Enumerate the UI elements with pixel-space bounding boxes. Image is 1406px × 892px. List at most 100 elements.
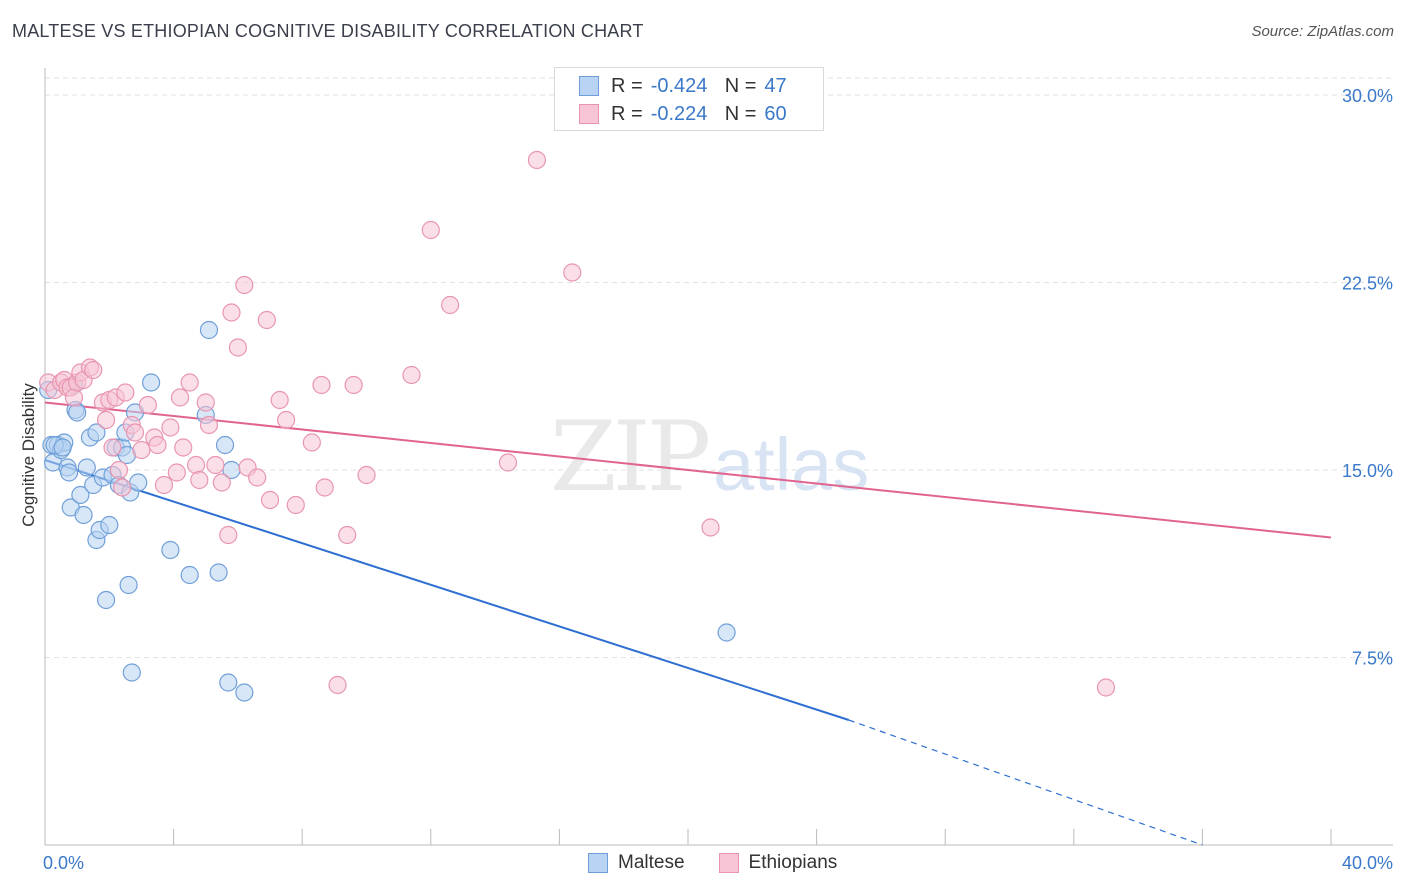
ethiopian-point xyxy=(196,393,215,412)
maltese-point xyxy=(74,505,93,525)
y-axis-label: Cognitive Disability xyxy=(19,383,38,527)
ethiopian-point xyxy=(1096,678,1116,697)
ethiopian-point xyxy=(161,418,180,437)
legend-item-ethiopians[interactable]: Ethiopians xyxy=(718,852,838,874)
y-tick-label: 22.5% xyxy=(1342,274,1393,294)
ethiopian-point xyxy=(338,525,357,545)
maltese-n-value: 47 xyxy=(764,74,787,97)
ethiopian-point xyxy=(103,438,122,457)
maltese-point xyxy=(77,458,96,477)
ethiopian-point xyxy=(96,410,116,430)
ethiopians-n-value: 60 xyxy=(764,102,787,125)
ethiopian-point xyxy=(84,360,103,380)
maltese-point xyxy=(68,403,87,422)
ethiopian-point xyxy=(312,375,331,395)
maltese-point xyxy=(219,673,238,692)
ethiopian-point xyxy=(235,275,254,295)
chart-title: MALTESE VS ETHIOPIAN COGNITIVE DISABILIT… xyxy=(12,21,644,41)
ethiopian-point xyxy=(563,263,582,282)
ethiopian-point xyxy=(498,453,518,472)
ethiopian-point xyxy=(440,295,460,315)
ethiopian-point xyxy=(222,303,241,322)
ethiopian-point xyxy=(64,388,84,407)
maltese-point xyxy=(60,463,79,482)
maltese-point xyxy=(235,683,254,702)
ethiopian-point xyxy=(701,518,720,537)
ethiopian-point xyxy=(328,675,347,695)
ethiopian-point xyxy=(286,495,305,515)
maltese-point xyxy=(96,590,116,610)
ethiopians-legend-label: Ethiopians xyxy=(748,852,838,873)
y-tick-label: 30.0% xyxy=(1342,86,1393,106)
maltese-point xyxy=(180,565,199,585)
series-legend: Maltese Ethiopians xyxy=(588,852,871,874)
maltese-legend-swatch xyxy=(588,853,608,873)
y-tick-label: 15.0% xyxy=(1342,461,1393,481)
source-label: Source: ZipAtlas.com xyxy=(1251,23,1394,40)
n-label: N = xyxy=(724,102,757,125)
maltese-point xyxy=(87,423,106,442)
legend-item-maltese[interactable]: Maltese xyxy=(588,852,685,874)
legend-row-maltese: R = -0.424 N = 47 xyxy=(579,73,787,99)
r-label: R = xyxy=(611,102,643,125)
ethiopian-point xyxy=(206,455,225,475)
ethiopian-point xyxy=(148,435,167,455)
y-tick-label: 7.5% xyxy=(1352,649,1393,669)
ethiopian-trendline xyxy=(44,401,1332,539)
ethiopian-point xyxy=(257,310,276,330)
ethiopian-point xyxy=(212,473,231,492)
ethiopian-point xyxy=(190,470,209,490)
maltese-r-value: -0.424 xyxy=(650,74,708,97)
maltese-point xyxy=(53,438,72,457)
maltese-point xyxy=(717,623,736,642)
ethiopian-point xyxy=(187,455,206,475)
ethiopians-swatch xyxy=(579,104,599,124)
watermark-atlas: atlas xyxy=(713,423,869,506)
maltese-point xyxy=(129,473,148,492)
ethiopian-point xyxy=(228,338,247,357)
ethiopian-point xyxy=(132,440,151,460)
maltese-point xyxy=(209,563,228,582)
ethiopian-point xyxy=(357,465,376,485)
ethiopian-point xyxy=(167,463,186,482)
maltese-trendline xyxy=(44,459,850,721)
watermark-zip: ZIP xyxy=(550,401,709,513)
ethiopian-point xyxy=(270,390,289,410)
r-label: R = xyxy=(611,74,643,97)
ethiopians-legend-swatch xyxy=(718,853,739,873)
ethiopian-point xyxy=(302,433,321,452)
maltese-point xyxy=(161,540,180,560)
ethiopian-point xyxy=(219,525,238,545)
maltese-point xyxy=(100,515,119,535)
ethiopian-point xyxy=(113,478,132,497)
maltese-legend-label: Maltese xyxy=(618,852,685,873)
legend-row-ethiopians: R = -0.224 N = 60 xyxy=(579,101,787,127)
n-label: N = xyxy=(724,74,757,97)
ethiopian-point xyxy=(527,150,546,170)
correlation-legend: R = -0.424 N = 47 R = -0.224 N = 60 xyxy=(554,67,824,131)
maltese-point xyxy=(215,435,235,455)
ethiopian-point xyxy=(344,375,363,395)
maltese-point xyxy=(199,320,219,340)
x-tick-label: 0.0% xyxy=(43,853,84,873)
ethiopian-point xyxy=(116,383,135,402)
ethiopian-point xyxy=(109,460,129,480)
maltese-swatch xyxy=(579,76,599,96)
ethiopian-point xyxy=(277,410,296,430)
ethiopian-point xyxy=(170,388,190,407)
ethiopian-point xyxy=(174,438,193,457)
ethiopian-point xyxy=(180,373,199,392)
ethiopian-point xyxy=(199,415,219,435)
maltese-point xyxy=(119,575,138,595)
ethiopian-point xyxy=(154,475,174,495)
ethiopians-r-value: -0.224 xyxy=(650,102,708,125)
ethiopian-point xyxy=(315,478,334,497)
maltese-point xyxy=(71,485,90,505)
ethiopian-point xyxy=(402,365,421,385)
ethiopian-point xyxy=(260,490,280,510)
maltese-point xyxy=(141,373,161,392)
ethiopian-point xyxy=(421,220,440,240)
maltese-point xyxy=(122,663,141,682)
maltese-trendline-extension xyxy=(848,719,1203,846)
x-tick-label: 40.0% xyxy=(1342,853,1393,873)
